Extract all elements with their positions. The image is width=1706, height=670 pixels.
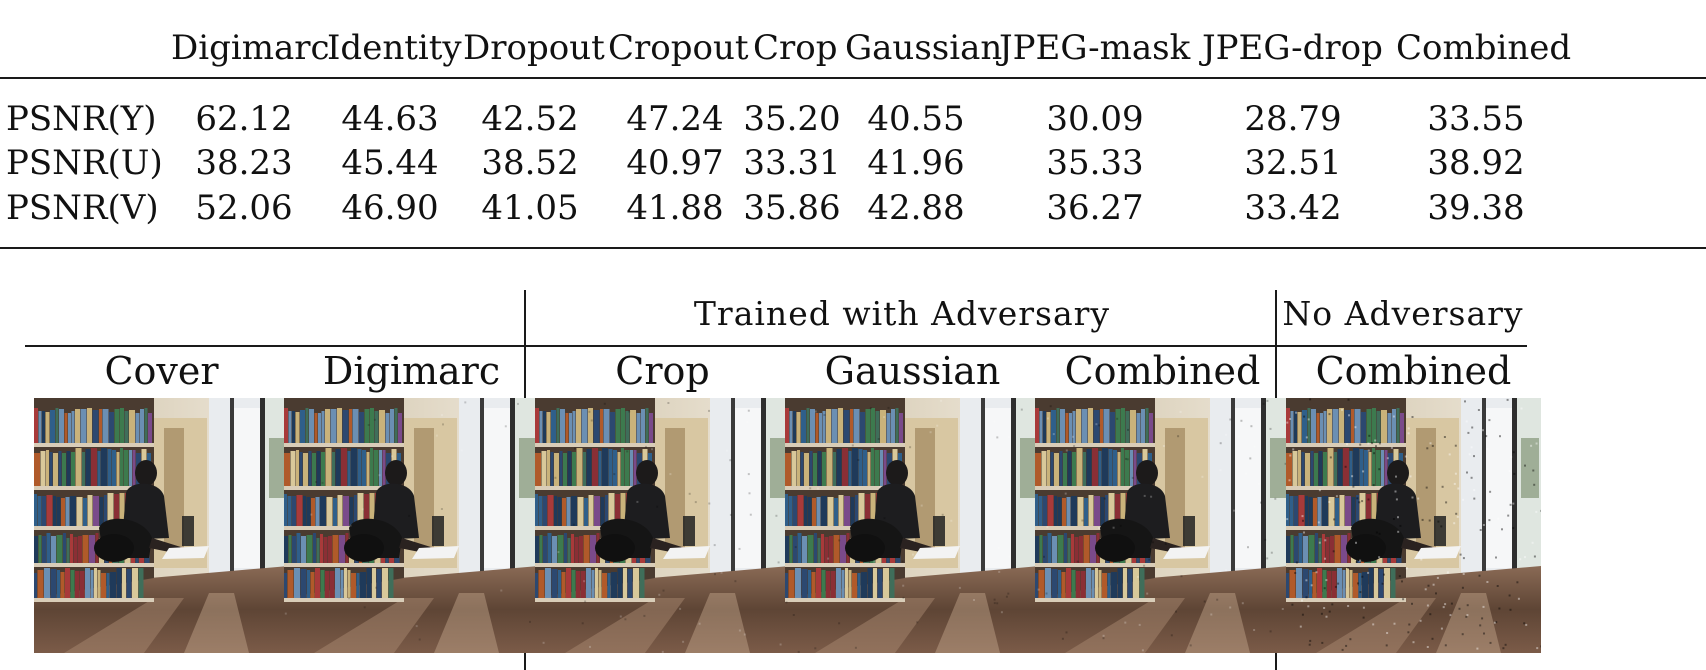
- table-cell: 41.88: [626, 188, 724, 228]
- col-header-dropout: Dropout: [463, 28, 605, 68]
- table-cell: 35.86: [743, 188, 841, 228]
- image-label-combined: Combined: [1064, 349, 1261, 393]
- col-header-combined: Combined: [1396, 28, 1572, 68]
- table-cell: 30.09: [1046, 99, 1144, 139]
- image-label-gaussian: Gaussian: [824, 349, 1001, 393]
- image-combined-no-adversary: [1286, 398, 1541, 653]
- table-cell: 33.55: [1427, 99, 1525, 139]
- table-cell: 33.42: [1244, 188, 1342, 228]
- library-reading-photo: [1035, 398, 1290, 653]
- group-header-rule: [25, 345, 1527, 347]
- table-cell: 33.31: [743, 143, 841, 183]
- table-cell: 38.92: [1427, 143, 1525, 183]
- table-cell: 32.51: [1244, 143, 1342, 183]
- psnr-table: Digimarc Identity Dropout Cropout Crop G…: [0, 0, 1706, 275]
- library-reading-photo: [1286, 398, 1541, 653]
- group-label-trained-with-adversary: Trained with Adversary: [693, 294, 1111, 333]
- library-reading-photo: [535, 398, 790, 653]
- table-cell: 28.79: [1244, 99, 1342, 139]
- image-digimarc: [284, 398, 539, 653]
- col-header-digimarc: Digimarc: [171, 28, 330, 68]
- image-comparison-figure: Trained with Adversary No Adversary Cove…: [0, 280, 1706, 670]
- image-label-combined-no-adversary: Combined: [1315, 349, 1512, 393]
- library-reading-photo: [284, 398, 539, 653]
- table-cell: 42.88: [867, 188, 965, 228]
- image-label-crop: Crop: [615, 349, 710, 393]
- table-cell: 52.06: [195, 188, 293, 228]
- library-reading-photo: [785, 398, 1040, 653]
- image-gaussian: [785, 398, 1040, 653]
- table-cell: 39.38: [1427, 188, 1525, 228]
- table-cell: 44.63: [341, 99, 439, 139]
- col-header-jpeg-drop: JPEG-drop: [1202, 28, 1383, 68]
- table-cell: 36.27: [1046, 188, 1144, 228]
- table-cell: 38.23: [195, 143, 293, 183]
- col-header-crop: Crop: [753, 28, 838, 68]
- image-cover: [34, 398, 289, 653]
- image-label-cover: Cover: [104, 349, 219, 393]
- image-combined: [1035, 398, 1290, 653]
- group-label-no-adversary: No Adversary: [1282, 294, 1524, 333]
- row-label: PSNR(U): [6, 143, 163, 183]
- col-header-cropout: Cropout: [608, 28, 749, 68]
- table-cell: 38.52: [481, 143, 579, 183]
- table-cell: 42.52: [481, 99, 579, 139]
- col-header-identity: Identity: [327, 28, 462, 68]
- table-cell: 40.55: [867, 99, 965, 139]
- table-cell: 41.96: [867, 143, 965, 183]
- table-cell: 40.97: [626, 143, 724, 183]
- table-bottom-rule: [0, 247, 1706, 249]
- col-header-jpeg-mask: JPEG-mask: [999, 28, 1191, 68]
- row-label: PSNR(V): [6, 188, 159, 228]
- table-cell: 35.33: [1046, 143, 1144, 183]
- library-reading-photo: [34, 398, 289, 653]
- col-header-gaussian: Gaussian: [845, 28, 1003, 68]
- image-label-digimarc: Digimarc: [322, 349, 501, 393]
- table-cell: 62.12: [195, 99, 293, 139]
- table-cell: 41.05: [481, 188, 579, 228]
- table-cell: 35.20: [743, 99, 841, 139]
- image-crop: [535, 398, 790, 653]
- table-cell: 46.90: [341, 188, 439, 228]
- table-cell: 47.24: [626, 99, 724, 139]
- row-label: PSNR(Y): [6, 99, 157, 139]
- table-cell: 45.44: [341, 143, 439, 183]
- table-header-rule: [0, 77, 1706, 79]
